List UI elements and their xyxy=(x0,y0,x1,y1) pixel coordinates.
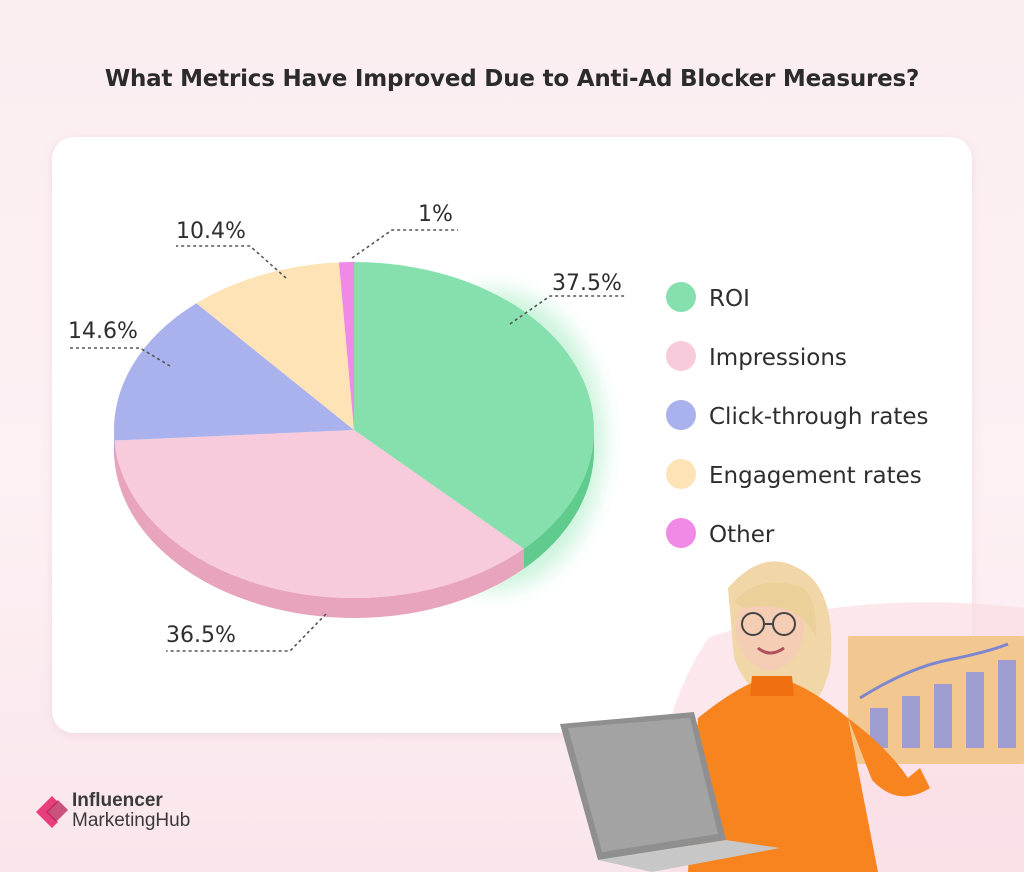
chart-title: What Metrics Have Improved Due to Anti-A… xyxy=(104,66,920,92)
legend-swatch-other xyxy=(666,518,696,548)
logo-line2: MarketingHub xyxy=(72,810,191,831)
value-label-impressions: 36.5% xyxy=(166,623,236,648)
leader-line-engagement-rates xyxy=(176,245,287,279)
legend-swatch-impressions xyxy=(666,341,696,371)
pie-slice-engagement-rates xyxy=(196,262,354,430)
legend-swatch-click-through-rates xyxy=(666,400,696,430)
value-label-other: 1% xyxy=(418,202,453,227)
bar-board-icon xyxy=(848,636,1024,764)
legend-label-roi: ROI xyxy=(709,286,750,312)
legend-label-click-through-rates: Click-through rates xyxy=(709,404,929,430)
pie-side-roi xyxy=(523,430,594,569)
pie-side-impressions xyxy=(114,440,524,618)
legend-label-impressions: Impressions xyxy=(709,345,847,371)
pie-slice-other xyxy=(338,262,354,430)
legend-swatch-roi xyxy=(666,282,696,312)
leader-line-other xyxy=(351,229,458,259)
value-label-engagement-rates: 10.4% xyxy=(176,219,246,244)
leader-line-impressions xyxy=(166,613,327,652)
legend-label-other: Other xyxy=(709,522,775,548)
value-label-click-through-rates: 14.6% xyxy=(68,319,138,344)
pie-slice-roi xyxy=(354,262,594,549)
brand-logo: Influencer MarketingHub xyxy=(36,790,236,836)
person-illustration xyxy=(560,561,1024,872)
legend-swatch-engagement-rates xyxy=(666,459,696,489)
leader-line-roi xyxy=(509,295,626,325)
logo-line1: Influencer xyxy=(72,790,163,811)
pie-slice-click-through-rates xyxy=(114,303,354,441)
logo-icon xyxy=(36,796,68,828)
legend-label-engagement-rates: Engagement rates xyxy=(709,463,922,489)
value-label-roi: 37.5% xyxy=(552,271,622,296)
pie-slice-impressions xyxy=(114,430,524,598)
